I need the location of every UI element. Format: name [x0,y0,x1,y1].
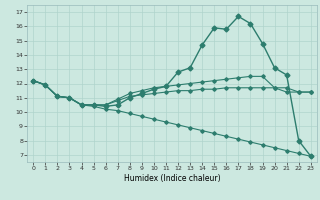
X-axis label: Humidex (Indice chaleur): Humidex (Indice chaleur) [124,174,220,183]
